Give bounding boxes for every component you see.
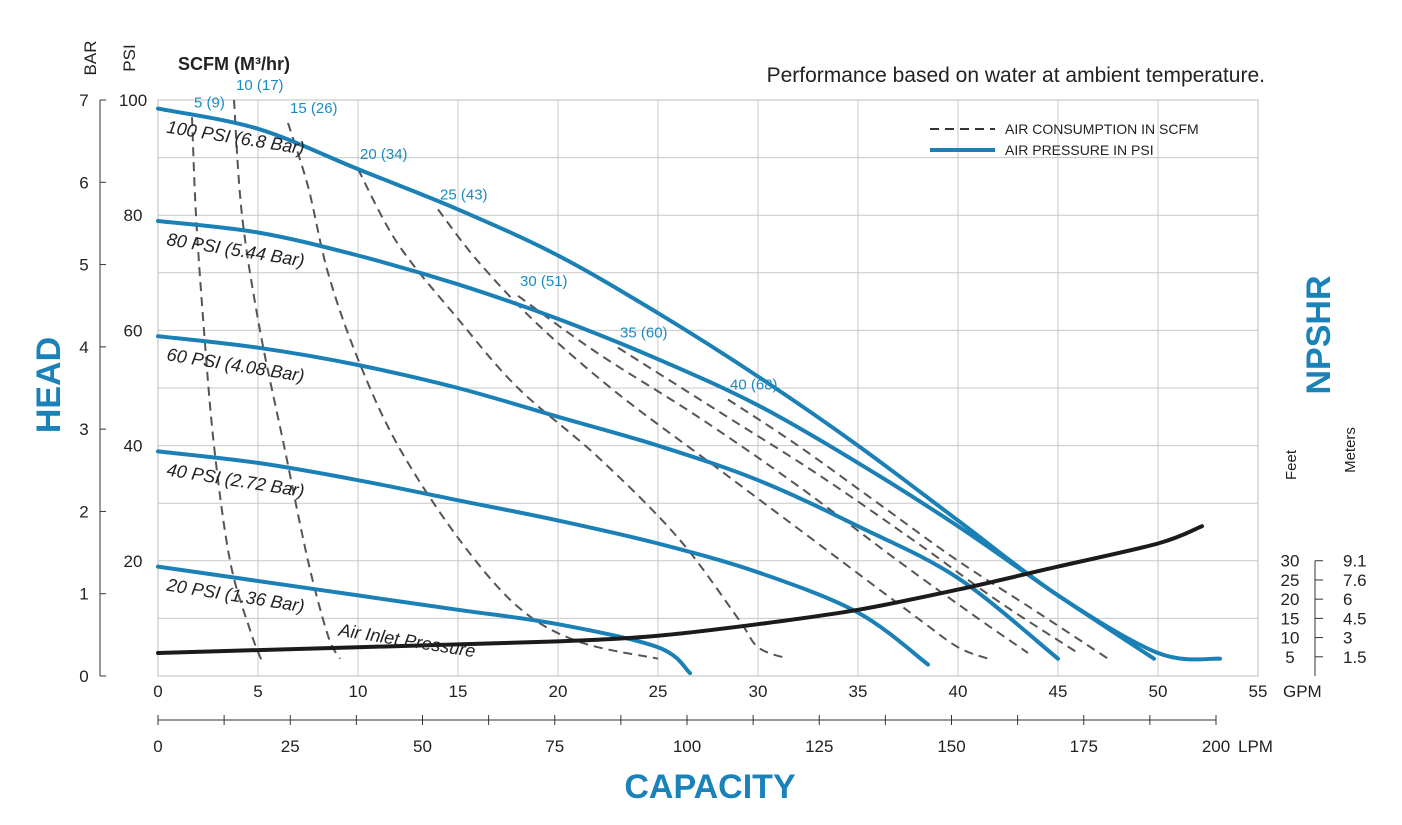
lpm-tick-label: 0 <box>153 737 162 756</box>
gpm-tick-label: 10 <box>349 682 368 701</box>
scfm-curve <box>437 208 989 660</box>
scfm-curve <box>287 122 659 660</box>
grid <box>157 99 1259 677</box>
pressure-curve <box>156 449 930 667</box>
npshr-meters-value: 6 <box>1343 590 1352 609</box>
plot-frame <box>157 99 1259 677</box>
lpm-tick-label: 125 <box>805 737 833 756</box>
lpm-tick-label: 175 <box>1070 737 1098 756</box>
bar-tick-label: 7 <box>79 91 88 110</box>
npshr-meters-label: Meters <box>1342 427 1359 473</box>
gpm-tick-label: 45 <box>1049 682 1068 701</box>
psi-tick-label: 40 <box>124 437 143 456</box>
bar-tick-label: 6 <box>79 173 88 192</box>
lpm-unit-label: LPM <box>1238 737 1273 756</box>
lpm-tick-label: 100 <box>673 737 701 756</box>
npshr-feet-value: 25 <box>1281 571 1300 590</box>
npshr-meters-value: 1.5 <box>1343 648 1367 667</box>
y-axis-title: HEAD <box>30 337 68 433</box>
psi-tick-label: 80 <box>124 206 143 225</box>
scfm-curve-label: 15 (26) <box>290 100 338 117</box>
scfm-curve-label: 5 (9) <box>194 94 225 111</box>
pressure-curves <box>156 106 1222 676</box>
psi-unit-label: PSI <box>120 44 139 71</box>
lpm-tick-label: 25 <box>281 737 300 756</box>
scfm-curve-label: 20 (34) <box>360 146 408 163</box>
x-axis-title: CAPACITY <box>624 768 796 806</box>
gpm-unit-label: GPM <box>1283 682 1322 701</box>
chart-title: Performance based on water at ambient te… <box>767 64 1265 87</box>
lpm-tick-label: 150 <box>937 737 965 756</box>
pressure-curve <box>156 334 1060 661</box>
npshr-meters-value: 4.5 <box>1343 609 1367 628</box>
npshr-meters-value: 7.6 <box>1343 571 1367 590</box>
scfm-curve <box>517 294 1029 654</box>
scfm-curve-label: 10 (17) <box>236 77 284 94</box>
lpm-tick-label: 75 <box>545 737 564 756</box>
npshr-feet-value: 5 <box>1285 648 1294 667</box>
gpm-tick-label: 40 <box>949 682 968 701</box>
npshr-meters-value: 3 <box>1343 629 1352 648</box>
psi-tick-label: 100 <box>119 91 147 110</box>
scfm-curve <box>191 117 263 662</box>
npshr-meters-value: 9.1 <box>1343 552 1367 571</box>
gpm-tick-label: 50 <box>1149 682 1168 701</box>
scfm-curve-label: 30 (51) <box>520 273 568 290</box>
npshr-feet-label: Feet <box>1283 449 1300 480</box>
bar-tick-label: 2 <box>79 502 88 521</box>
scfm-curves <box>191 99 1109 662</box>
psi-tick-label: 60 <box>124 321 143 340</box>
bar-tick-label: 0 <box>79 667 88 686</box>
gpm-tick-label: 25 <box>649 682 668 701</box>
bar-unit-label: BAR <box>81 41 100 76</box>
scfm-curve <box>233 99 341 660</box>
gpm-tick-label: 20 <box>549 682 568 701</box>
pressure-curve-label: 80 PSI (5.44 Bar) <box>165 229 305 271</box>
npshr-feet-value: 30 <box>1281 552 1300 571</box>
lpm-tick-label: 50 <box>413 737 432 756</box>
scfm-header: SCFM (M³/hr) <box>178 54 290 74</box>
scfm-curve <box>357 168 789 660</box>
bar-tick-label: 1 <box>79 585 88 604</box>
pressure-curve <box>156 219 1156 661</box>
air-inlet-label: Air Inlet Pressure <box>336 620 476 662</box>
gpm-tick-label: 55 <box>1249 682 1268 701</box>
gpm-tick-label: 0 <box>153 682 162 701</box>
npshr-feet-value: 15 <box>1281 609 1300 628</box>
bar-tick-label: 4 <box>79 338 88 357</box>
legend-dashed-label: AIR CONSUMPTION IN SCFM <box>1005 121 1199 137</box>
gpm-tick-label: 30 <box>749 682 768 701</box>
pressure-curve <box>156 106 1222 662</box>
legend: AIR CONSUMPTION IN SCFM AIR PRESSURE IN … <box>930 121 1199 158</box>
psi-tick-label: 20 <box>124 552 143 571</box>
legend-solid-label: AIR PRESSURE IN PSI <box>1005 142 1154 158</box>
bar-tick-label: 3 <box>79 420 88 439</box>
scfm-curve <box>617 346 1079 654</box>
y2-axis-title: NPSHR <box>1300 275 1338 394</box>
npshr-feet-value: 10 <box>1281 629 1300 648</box>
bar-tick-label: 5 <box>79 256 88 275</box>
gpm-tick-label: 5 <box>253 682 262 701</box>
npshr-feet-value: 20 <box>1281 590 1300 609</box>
scfm-curve <box>727 398 1109 660</box>
scfm-curve-label: 35 (60) <box>620 325 668 342</box>
npshr-curve <box>156 524 1204 655</box>
gpm-tick-label: 15 <box>449 682 468 701</box>
npshr-curve-group <box>156 524 1204 655</box>
scfm-curve-label: 25 (43) <box>440 186 488 203</box>
lpm-tick-label: 200 <box>1202 737 1230 756</box>
gpm-tick-label: 35 <box>849 682 868 701</box>
scfm-curve-label: 40 (68) <box>730 377 778 394</box>
pressure-curve <box>156 564 692 676</box>
